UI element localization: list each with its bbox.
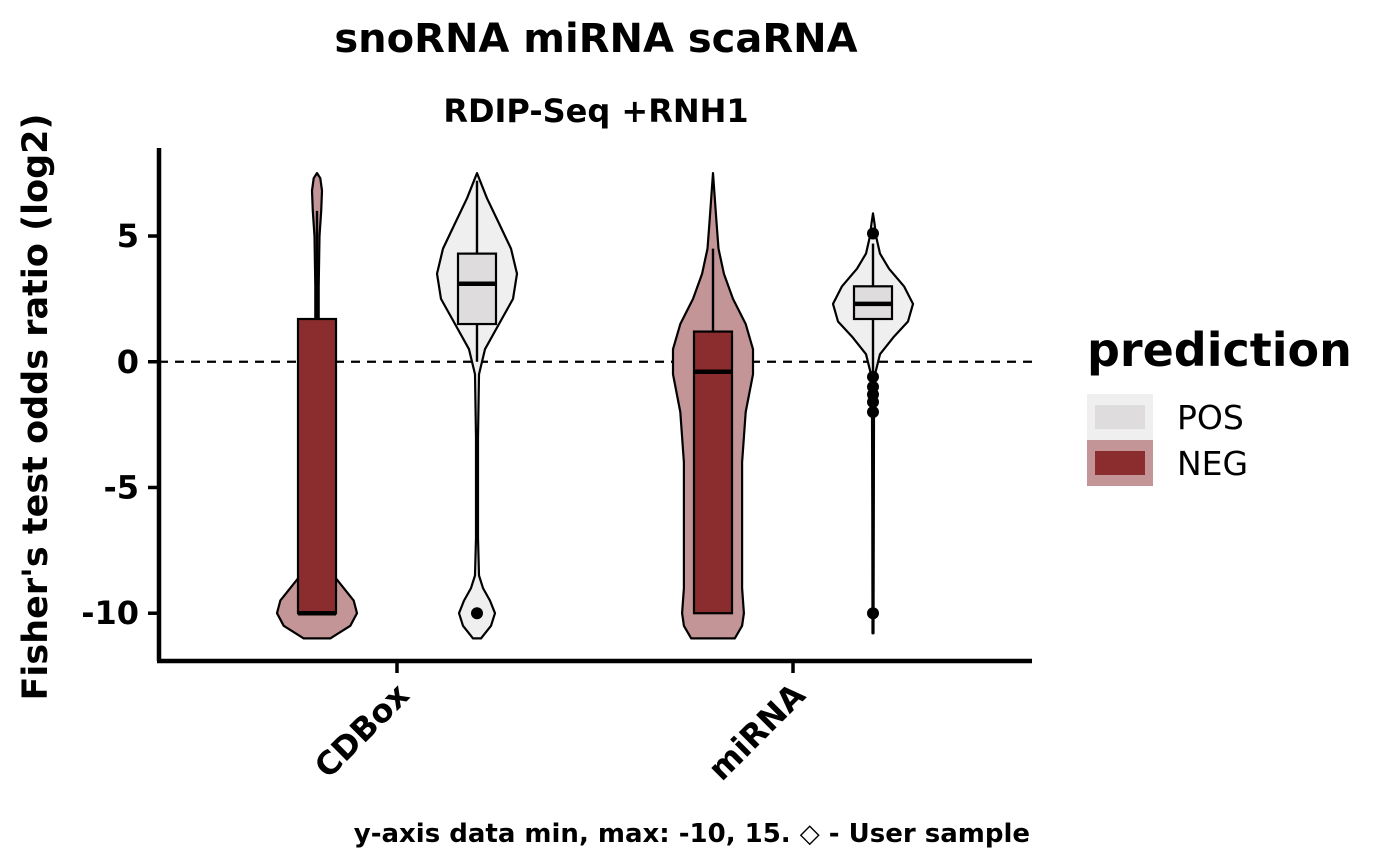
legend-entry-neg: NEG bbox=[1087, 440, 1248, 486]
outlier-point bbox=[867, 370, 879, 383]
box bbox=[296, 317, 338, 615]
outlier-point bbox=[867, 395, 879, 408]
chart-subtitle: RDIP-Seq +RNH1 bbox=[443, 92, 748, 130]
box bbox=[692, 330, 734, 615]
y-tick-label: -10 bbox=[81, 594, 139, 632]
legend-label: POS bbox=[1177, 398, 1244, 437]
plot-area bbox=[159, 172, 1032, 640]
legend-title: prediction bbox=[1087, 323, 1352, 377]
y-tick-label: 0 bbox=[117, 343, 139, 381]
y-tick-label: -5 bbox=[103, 468, 139, 506]
violin-cdbox-neg bbox=[275, 172, 359, 640]
outlier-point bbox=[867, 607, 879, 620]
y-tick-label: 5 bbox=[117, 217, 139, 255]
legend-key-inner bbox=[1095, 451, 1145, 475]
axes: 5 0 -5 -10 CDBox miRNA bbox=[81, 148, 1032, 788]
x-tick-label-mirna: miRNA bbox=[701, 676, 813, 788]
legend-label: NEG bbox=[1177, 444, 1248, 483]
legend-key-inner bbox=[1095, 405, 1145, 429]
outlier-point bbox=[867, 406, 879, 419]
violin-mirna-pos bbox=[831, 212, 915, 635]
y-axis-title: Fisher's test odds ratio (log2) bbox=[16, 113, 56, 700]
box bbox=[456, 252, 498, 326]
chart-title: snoRNA miRNA scaRNA bbox=[334, 16, 857, 62]
violin-cdbox-pos bbox=[435, 172, 519, 640]
chart-caption: y-axis data min, max: -10, 15. ◇ - User … bbox=[354, 819, 1030, 849]
legend-entry-pos: POS bbox=[1087, 394, 1244, 440]
outlier-point bbox=[867, 227, 879, 240]
x-tick-label-cdbox: CDBox bbox=[307, 676, 417, 786]
legend: prediction POS NEG bbox=[1087, 323, 1352, 486]
violin-mirna-neg bbox=[671, 172, 755, 640]
outlier-point bbox=[471, 607, 483, 620]
